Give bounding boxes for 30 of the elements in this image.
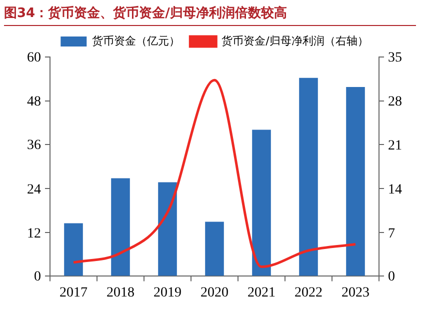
x-tick-label: 2022 xyxy=(294,285,322,300)
line-series xyxy=(72,78,357,268)
bar xyxy=(111,178,130,276)
chart-title: 图34：货币资金、货币资金/归母净利润倍数较高 xyxy=(4,4,416,26)
y-tick-label: 48 xyxy=(27,94,41,110)
y2-tick-label: 14 xyxy=(388,182,402,198)
y-tick-label: 24 xyxy=(27,182,41,198)
bar xyxy=(205,222,224,276)
legend-label: 货币资金/归母净利润（右轴） xyxy=(222,34,368,48)
bar xyxy=(64,223,83,276)
y2-tick-label: 28 xyxy=(388,94,402,110)
x-tick-label: 2021 xyxy=(248,285,276,300)
y2-tick-label: 21 xyxy=(388,138,402,154)
bar xyxy=(252,130,271,276)
y2-tick-label: 0 xyxy=(388,270,395,285)
y-tick-label: 36 xyxy=(27,138,41,154)
x-tick-label: 2017 xyxy=(60,285,88,300)
y-tick-label: 12 xyxy=(27,226,41,242)
x-tick-label: 2023 xyxy=(342,285,370,300)
bar xyxy=(299,78,318,276)
y2-tick-label: 7 xyxy=(388,226,395,242)
x-tick-label: 2020 xyxy=(200,285,228,300)
bar xyxy=(158,182,177,276)
legend-label: 货币资金（亿元） xyxy=(92,34,180,48)
x-tick-label: 2019 xyxy=(154,285,182,300)
x-tick-label: 2018 xyxy=(106,285,134,300)
y-tick-label: 60 xyxy=(27,50,41,66)
y2-tick-label: 35 xyxy=(388,50,402,66)
y-tick-label: 0 xyxy=(34,270,41,285)
bar xyxy=(346,86,365,276)
